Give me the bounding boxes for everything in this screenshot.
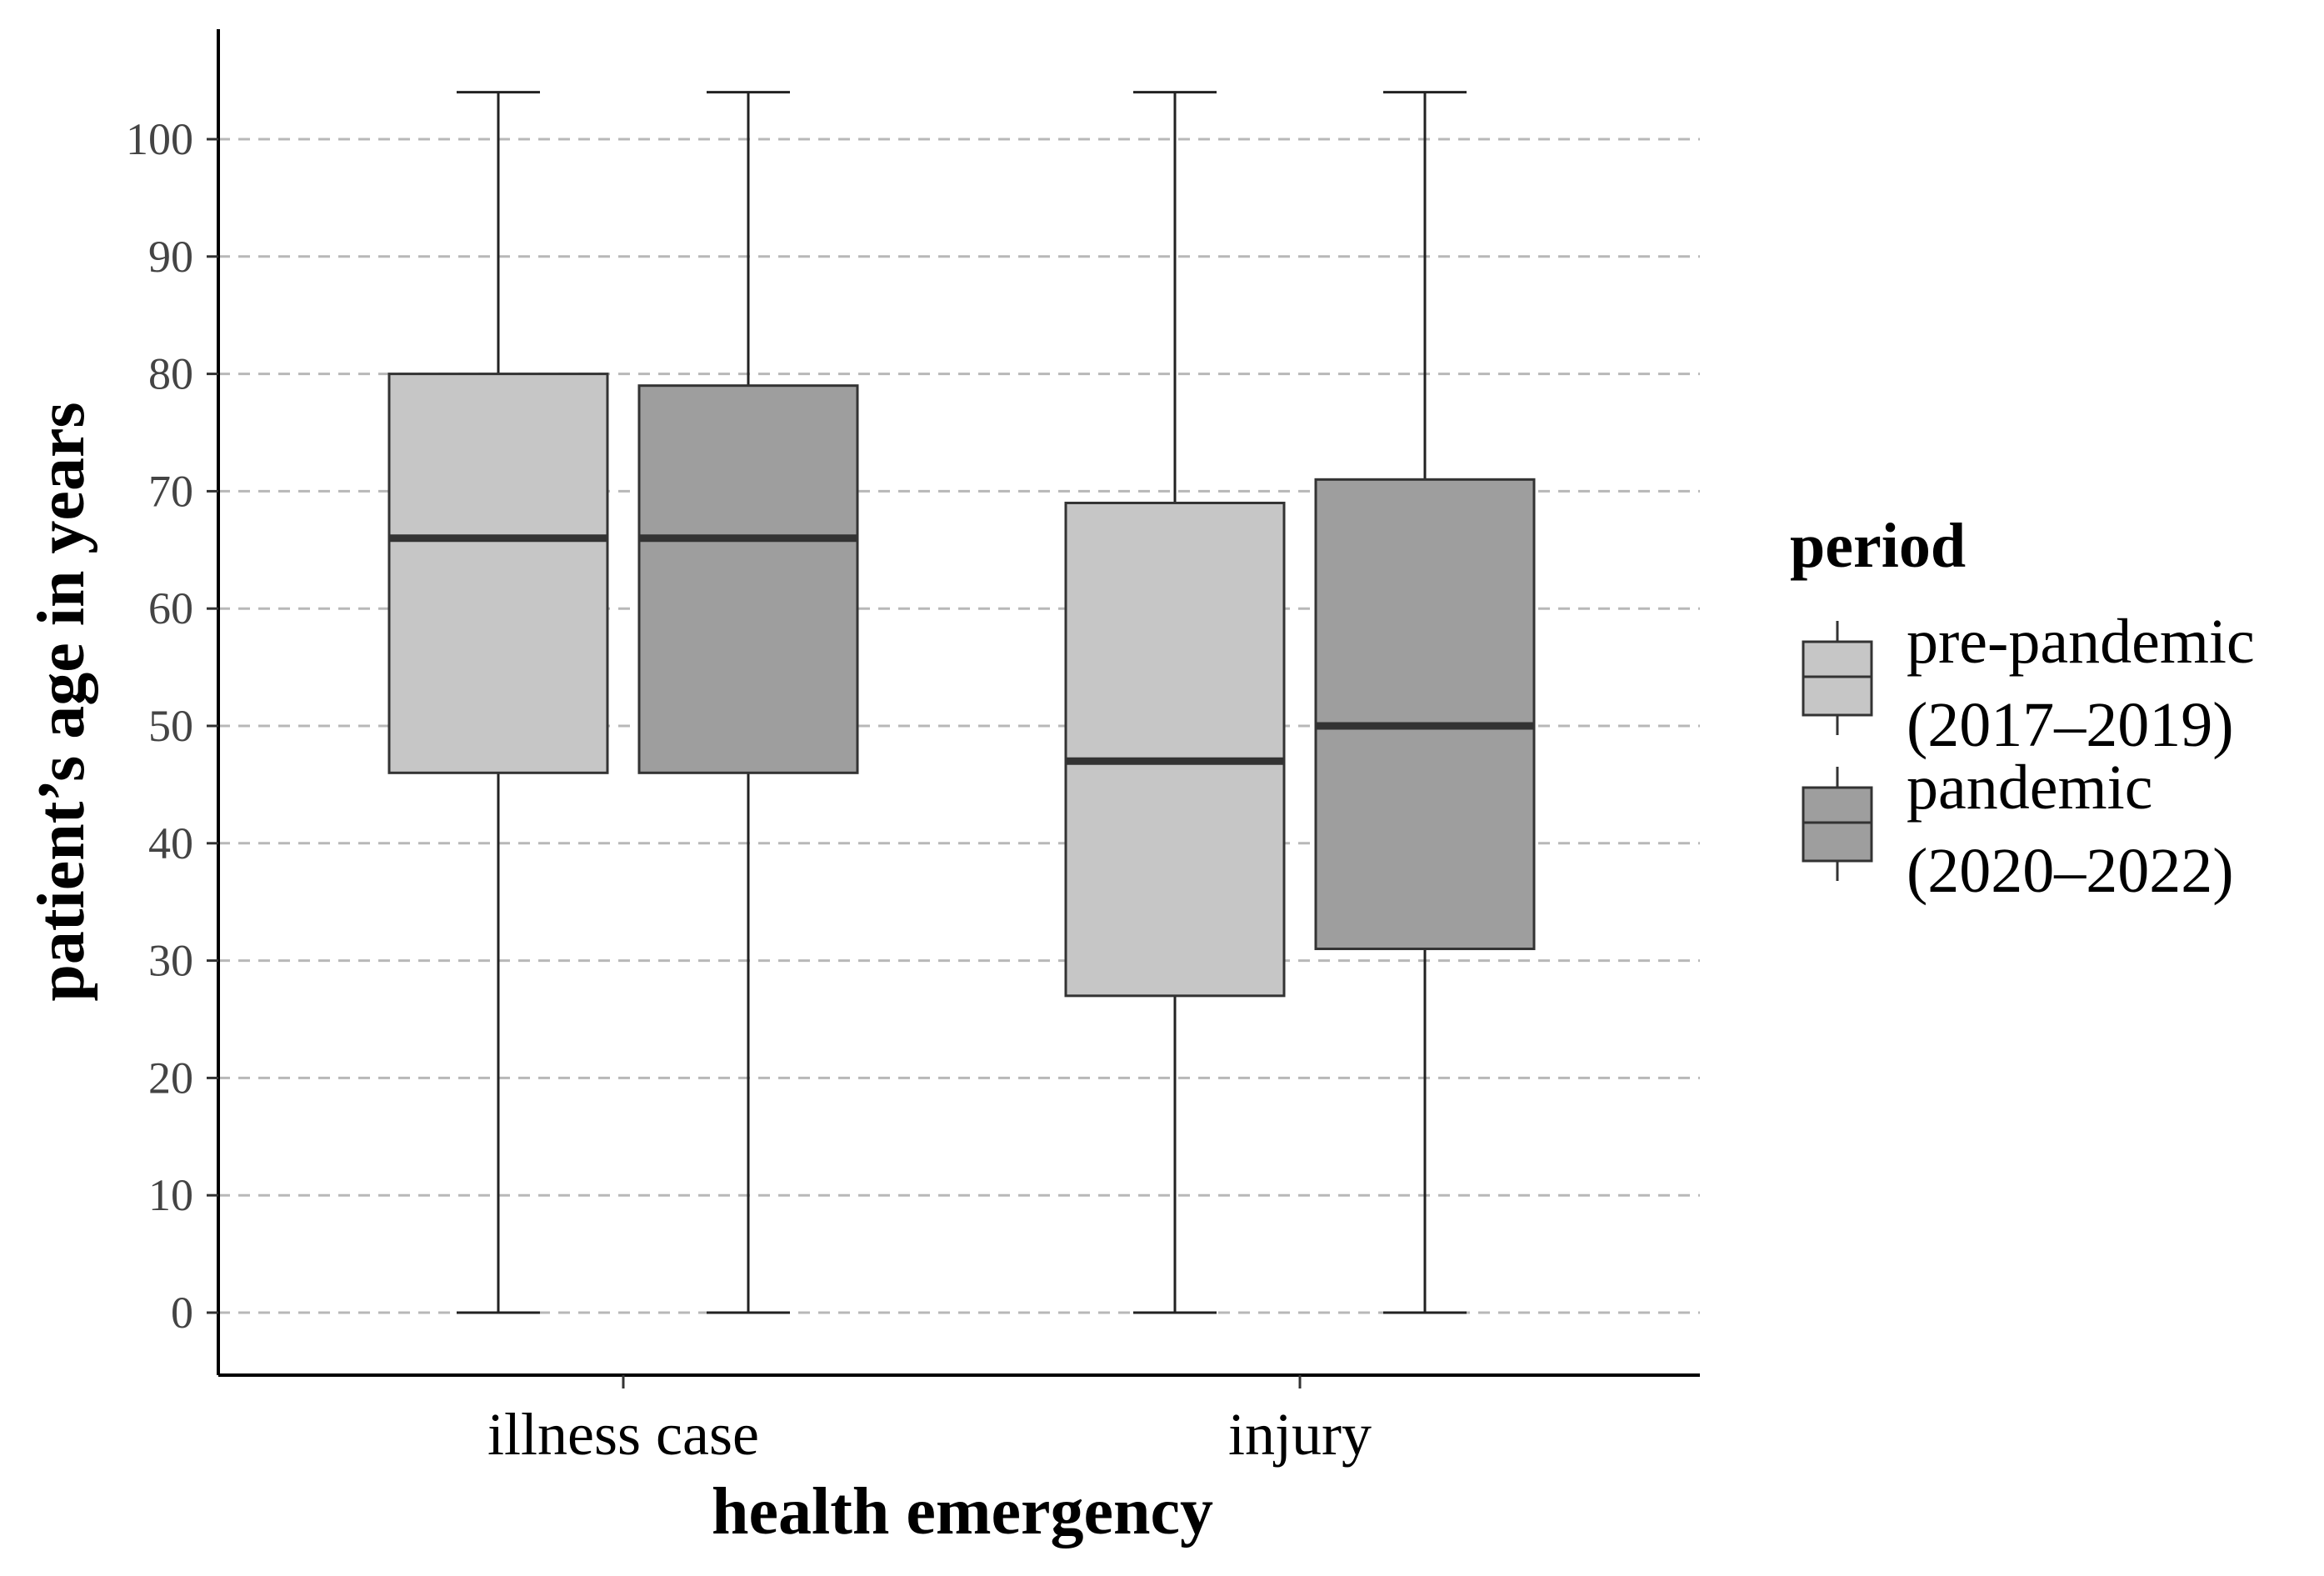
boxes-layer — [387, 91, 1536, 1314]
legend-key-pandemic — [1802, 767, 1873, 881]
y-tick-label-70: 70 — [148, 466, 193, 516]
y-tick-label-20: 20 — [148, 1053, 193, 1103]
y-tick-label-50: 50 — [148, 701, 193, 751]
y-axis-title: patient’s age in years — [25, 402, 98, 1001]
y-tick-label-10: 10 — [148, 1170, 193, 1220]
x-axis-title: health emergency — [712, 1475, 1213, 1548]
axes-layer — [217, 29, 1700, 1377]
y-tick-label-80: 80 — [148, 349, 193, 399]
legend-key-box-pandemic — [1802, 786, 1873, 863]
legend: period pre-pandemic (2017–2019) pandemic… — [1790, 511, 2255, 906]
legend-key-box-pre-pandemic — [1802, 640, 1873, 717]
y-ticks: 0 10 20 30 40 50 60 70 80 90 100 — [126, 114, 218, 1338]
box-pre-pandemic-injury — [1064, 91, 1286, 1314]
y-tick-label-0: 0 — [171, 1288, 193, 1338]
iqr-box-pandemic-injury — [1314, 478, 1536, 951]
box-pandemic-illness-case — [637, 91, 859, 1314]
legend-label-pandemic-line2: (2020–2022) — [1907, 836, 2234, 906]
iqr-box-pre-pandemic-injury — [1064, 501, 1286, 998]
legend-label-pre-pandemic-line2: (2017–2019) — [1907, 690, 2234, 760]
y-tick-label-90: 90 — [148, 232, 193, 282]
legend-title: period — [1790, 511, 1966, 581]
y-tick-label-40: 40 — [148, 818, 193, 868]
box-pandemic-injury — [1314, 91, 1536, 1314]
legend-keys — [1802, 621, 1873, 881]
legend-key-pre-pandemic — [1802, 621, 1873, 735]
x-ticks: illness case injury — [487, 1375, 1372, 1468]
y-tick-label-60: 60 — [148, 583, 193, 633]
iqr-box-pandemic-illness-case — [637, 384, 859, 774]
legend-label-pandemic-line1: pandemic — [1907, 753, 2152, 823]
legend-label-pre-pandemic-line1: pre-pandemic — [1907, 607, 2255, 677]
x-tick-label-injury: injury — [1228, 1401, 1372, 1468]
box-pre-pandemic-illness-case — [387, 91, 609, 1314]
iqr-box-pre-pandemic-illness-case — [387, 373, 609, 774]
x-tick-label-illness-case: illness case — [487, 1401, 759, 1468]
y-tick-label-30: 30 — [148, 936, 193, 986]
y-tick-label-100: 100 — [126, 114, 193, 164]
